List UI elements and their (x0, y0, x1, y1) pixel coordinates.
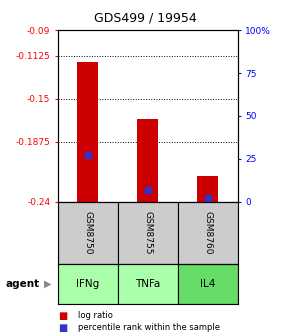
Bar (197, 176, 218, 202)
Text: percentile rank within the sample: percentile rank within the sample (78, 323, 220, 332)
Text: GDS499 / 19954: GDS499 / 19954 (94, 12, 196, 25)
Bar (118, 202, 178, 264)
Text: agent: agent (6, 279, 40, 289)
Text: ▶: ▶ (44, 279, 52, 289)
Text: ■: ■ (58, 323, 67, 333)
Bar (58, 264, 118, 304)
Bar (77, 62, 98, 202)
Text: GSM8760: GSM8760 (203, 211, 212, 254)
Bar (178, 202, 238, 264)
Text: IL4: IL4 (200, 279, 215, 289)
Text: log ratio: log ratio (78, 311, 113, 320)
Text: GSM8750: GSM8750 (84, 211, 93, 254)
Text: IFNg: IFNg (76, 279, 99, 289)
Text: TNFa: TNFa (135, 279, 161, 289)
Text: GSM8755: GSM8755 (143, 211, 153, 254)
Bar (137, 119, 158, 202)
Bar (58, 202, 118, 264)
Bar (178, 264, 238, 304)
Text: ■: ■ (58, 311, 67, 321)
Bar (118, 264, 178, 304)
